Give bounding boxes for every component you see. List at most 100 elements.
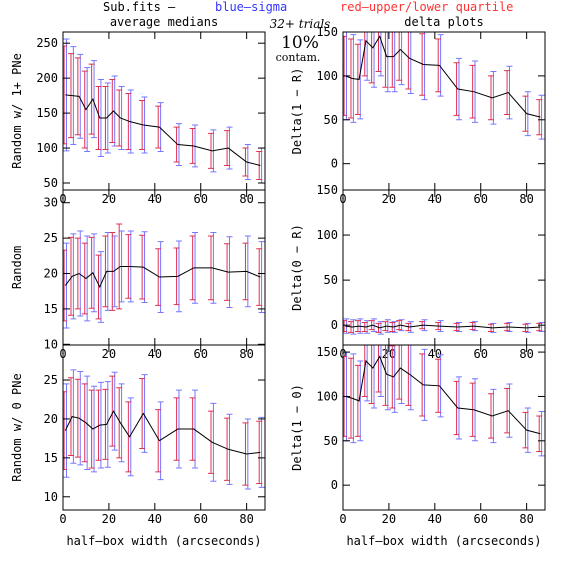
- error-bar-sigma: [63, 383, 70, 478]
- error-bar-sigma: [111, 371, 118, 451]
- error-bar-quartile: [208, 410, 215, 474]
- error-bar-sigma: [437, 34, 444, 97]
- error-bar-sigma: [104, 82, 111, 154]
- x-tick-label: 40: [148, 192, 162, 206]
- error-bar-quartile: [67, 236, 74, 316]
- y-axis-label: Delta(0 − R): [290, 224, 304, 311]
- x-tick-label: 20: [382, 192, 396, 206]
- median-line: [64, 265, 261, 289]
- error-bar-sigma: [226, 126, 233, 170]
- x-tick-label: 40: [428, 192, 442, 206]
- x-axis-label: half–box width (arcseconds): [346, 534, 541, 548]
- error-bar-sigma: [538, 94, 545, 140]
- error-bar-quartile: [109, 79, 116, 143]
- y-tick-label: 0: [331, 478, 338, 492]
- error-bar-quartile: [116, 89, 123, 147]
- x-tick-label: 60: [474, 347, 488, 361]
- error-bar-quartile: [453, 380, 460, 436]
- error-bar-sigma: [371, 32, 378, 88]
- plot-area: [63, 369, 265, 490]
- error-bar-sigma: [104, 381, 111, 468]
- x-tick-label: 60: [194, 512, 208, 526]
- error-bar-sigma: [192, 389, 199, 469]
- x-tick-label: 60: [474, 192, 488, 206]
- y-tick-label: 100: [36, 141, 58, 155]
- error-bar-sigma: [357, 39, 364, 120]
- plot-area: [63, 223, 265, 329]
- y-tick-label: 10: [44, 490, 58, 504]
- y-tick-label: 200: [36, 71, 58, 85]
- y-tick-label: 15: [44, 451, 58, 465]
- x-tick-label: 80: [519, 347, 533, 361]
- x-axis-label: half–box width (arcseconds): [66, 534, 261, 548]
- x-tick-label: 40: [148, 512, 162, 526]
- y-tick-label: 50: [44, 176, 58, 190]
- error-bar-quartile: [95, 389, 102, 461]
- error-bar-quartile: [95, 254, 102, 320]
- x-tick-label: 40: [148, 347, 162, 361]
- error-bar-sigma: [157, 102, 164, 153]
- median-line: [345, 35, 541, 118]
- error-bar-sigma: [364, 32, 371, 81]
- error-bar-sigma: [91, 233, 98, 313]
- error-bar-quartile: [368, 345, 375, 405]
- error-bar-sigma: [77, 53, 84, 139]
- error-bar-sigma: [258, 416, 265, 488]
- y-tick-label: 50: [324, 113, 338, 127]
- error-bar-sigma: [141, 231, 148, 304]
- y-axis-label: Random: [10, 246, 24, 289]
- error-bar-sigma: [77, 370, 84, 466]
- contam-pct: 10%: [281, 33, 319, 53]
- error-bar-quartile: [88, 63, 95, 135]
- y-axis-label: Delta(1 − 0): [290, 384, 304, 471]
- y-tick-label: 15: [44, 302, 58, 316]
- y-tick-label: 50: [324, 273, 338, 287]
- error-bar-quartile: [396, 32, 403, 81]
- median-line: [64, 410, 261, 455]
- y-tick-label: 150: [316, 183, 338, 197]
- error-bar-quartile: [173, 126, 180, 163]
- x-tick-label: 20: [102, 192, 116, 206]
- y-tick-label: 25: [44, 231, 58, 245]
- error-bar-sigma: [371, 345, 378, 409]
- error-bar-quartile: [88, 236, 95, 309]
- error-bar-sigma: [118, 383, 125, 463]
- error-bar-sigma: [398, 345, 405, 405]
- x-tick-label: 60: [194, 192, 208, 206]
- error-bar-quartile: [405, 345, 412, 406]
- frame: [62, 31, 266, 191]
- x-tick-label: 80: [239, 192, 253, 206]
- error-bar-quartile: [522, 95, 529, 132]
- x-tick-label: 0: [59, 512, 66, 526]
- error-bar-quartile: [361, 345, 368, 397]
- error-bar-quartile: [102, 235, 109, 308]
- error-bar-sigma: [398, 32, 405, 86]
- error-bar-quartile: [125, 401, 132, 473]
- y-tick-label: 0: [331, 157, 338, 171]
- error-bar-quartile: [67, 377, 74, 457]
- y-tick-label: 150: [316, 25, 338, 39]
- y-tick-label: 10: [44, 337, 58, 351]
- error-bar-sigma: [258, 241, 265, 313]
- error-bar-quartile: [405, 32, 412, 90]
- error-bar-quartile: [81, 70, 88, 149]
- plot-area: [63, 38, 265, 184]
- x-tick-label: 80: [239, 512, 253, 526]
- error-bar-quartile: [139, 377, 146, 450]
- error-bar-quartile: [109, 375, 116, 447]
- frame: [62, 344, 266, 511]
- error-bar-sigma: [127, 397, 134, 477]
- error-bar-sigma: [538, 321, 545, 332]
- error-bar-quartile: [396, 345, 403, 400]
- median-line: [65, 94, 261, 167]
- error-bar-sigma: [391, 345, 398, 413]
- frame: [342, 344, 546, 511]
- error-bar-quartile: [189, 235, 196, 301]
- error-bar-quartile: [63, 45, 68, 145]
- error-bar-quartile: [116, 387, 123, 459]
- error-bar-sigma: [506, 383, 513, 438]
- legend-prefix: Sub.fits –: [103, 0, 176, 14]
- y-tick-label: 30: [44, 196, 58, 210]
- error-bar-sigma: [437, 354, 444, 418]
